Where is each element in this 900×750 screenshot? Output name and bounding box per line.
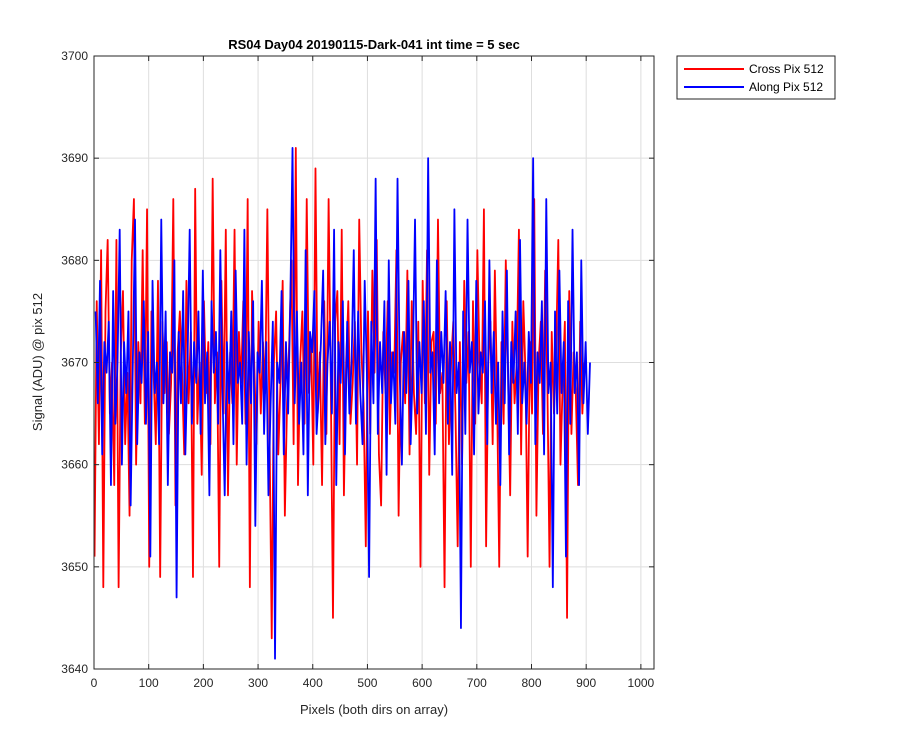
y-tick-label: 3680 — [61, 253, 88, 267]
series-line-along-pix-512 — [94, 147, 591, 660]
x-tick-label: 1000 — [628, 676, 655, 690]
chart-title: RS04 Day04 20190115-Dark-041 int time = … — [228, 37, 520, 52]
x-tick-label: 600 — [412, 676, 432, 690]
y-tick-label: 3690 — [61, 151, 88, 165]
x-tick-label: 800 — [521, 676, 541, 690]
x-tick-label: 300 — [248, 676, 268, 690]
x-tick-label: 200 — [193, 676, 213, 690]
x-tick-label: 100 — [139, 676, 159, 690]
legend: Cross Pix 512 Along Pix 512 — [676, 55, 836, 100]
y-tick-label: 3670 — [61, 356, 88, 370]
y-tick-label: 3660 — [61, 458, 88, 472]
legend-label-along: Along Pix 512 — [749, 80, 823, 94]
axis-ticks: 0 100 200 300 400 500 600 700 800 900 1000 3640 3650… — [61, 49, 654, 690]
x-tick-label: 500 — [357, 676, 377, 690]
y-tick-label: 3700 — [61, 49, 88, 63]
y-tick-label: 3640 — [61, 662, 88, 676]
x-tick-label: 700 — [467, 676, 487, 690]
y-axis-label: Signal (ADU) @ pix 512 — [30, 293, 45, 431]
x-axis-label: Pixels (both dirs on array) — [300, 702, 448, 717]
series-group — [93, 147, 591, 660]
x-tick-label: 400 — [303, 676, 323, 690]
legend-label-cross: Cross Pix 512 — [749, 62, 824, 76]
y-tick-label: 3650 — [61, 560, 88, 574]
legend-box — [676, 55, 836, 100]
x-tick-label: 900 — [576, 676, 596, 690]
x-tick-label: 0 — [91, 676, 98, 690]
